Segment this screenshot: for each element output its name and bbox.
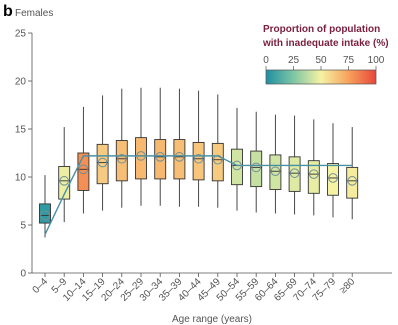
boxes	[39, 87, 359, 238]
box	[96, 143, 109, 185]
panel-label: b	[3, 3, 13, 20]
legend-tick-label: 25	[288, 55, 300, 66]
median-marker	[193, 153, 204, 164]
median-marker	[117, 153, 127, 164]
y-tick-label: 0	[20, 269, 26, 280]
median-marker	[136, 151, 146, 161]
legend-tick-label: 50	[315, 55, 327, 66]
median-marker	[40, 210, 50, 221]
box	[307, 160, 320, 194]
box	[39, 203, 51, 224]
legend-title-line2: with inadequate intake (%)	[262, 38, 389, 49]
box	[173, 139, 186, 180]
box	[327, 163, 339, 196]
chart-title: Females	[15, 8, 53, 19]
median-marker	[97, 157, 108, 168]
median-marker	[309, 169, 319, 179]
median-marker	[78, 164, 89, 175]
legend-tick-label: 0	[263, 55, 269, 66]
legend-colorbar	[265, 69, 377, 85]
legend-ticks: 0 25 50 75 100	[263, 55, 385, 70]
legend-tick-label: 100	[368, 55, 385, 66]
box	[288, 156, 301, 192]
median-marker	[155, 152, 165, 162]
median-marker	[328, 173, 338, 183]
median-marker	[270, 166, 281, 177]
requirement-line	[44, 155, 353, 235]
median-marker	[289, 168, 300, 178]
y-tick-label: 15	[15, 125, 27, 136]
box	[192, 141, 205, 181]
y-tick-label: 20	[15, 77, 27, 88]
median-marker	[213, 154, 223, 165]
box	[250, 150, 263, 188]
legend-tick-label: 75	[343, 55, 355, 66]
box	[154, 139, 167, 180]
box	[115, 140, 128, 182]
box	[77, 152, 90, 191]
y-tick-label: 25	[15, 29, 27, 40]
y-axis: 0 5 10 15 20 25	[15, 29, 33, 280]
median-marker	[59, 176, 69, 186]
median-marker	[251, 162, 262, 173]
box	[211, 142, 224, 182]
x-axis-title: Age range (years)	[172, 314, 252, 325]
requirement-line-group	[40, 151, 358, 235]
y-tick-label: 10	[15, 173, 27, 184]
median-marker	[174, 152, 185, 162]
box	[346, 166, 359, 199]
x-tick-label: ≥80	[338, 276, 358, 296]
box	[135, 137, 147, 180]
legend-title-line1: Proportion of population	[263, 24, 380, 35]
median-marker	[347, 176, 358, 186]
box	[231, 148, 243, 186]
x-tick-label: 0–4	[31, 276, 51, 296]
y-tick-label: 5	[20, 221, 26, 232]
box	[269, 154, 282, 190]
median-marker	[232, 160, 242, 171]
x-axis: 0–4 5–910–1415–1920–2425–2930–3435–3940–4…	[31, 272, 392, 304]
legend: Proportion of population with inadequate…	[262, 24, 389, 85]
